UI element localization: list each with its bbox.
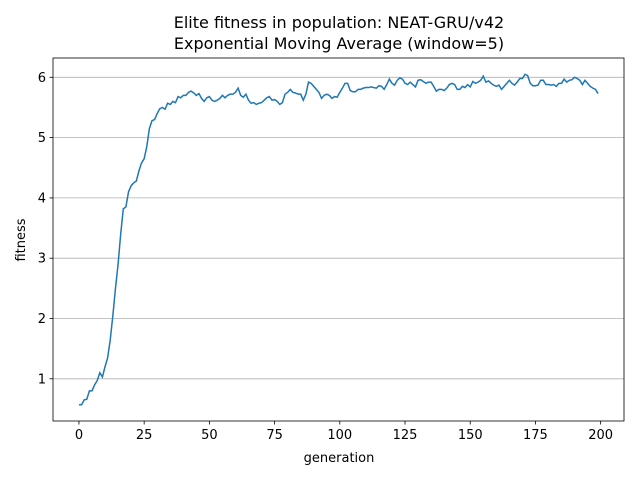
line xyxy=(78,73,599,406)
x-axis-label: generation xyxy=(304,451,375,466)
y-tick-label: 3 xyxy=(38,252,46,267)
axes-frame xyxy=(52,57,625,422)
x-tick-label: 75 xyxy=(266,428,283,443)
chart-subtitle: Exponential Moving Average (window=5) xyxy=(174,34,504,53)
chart-title: Elite fitness in population: NEAT-GRU/v4… xyxy=(174,13,504,32)
x-tick-label: 100 xyxy=(327,428,352,443)
y-tick-label: 2 xyxy=(38,312,46,327)
y-axis-label: fitness xyxy=(14,218,29,261)
x-tick-label: 150 xyxy=(458,428,483,443)
x-tick-label: 200 xyxy=(588,428,613,443)
x-tick-label: 175 xyxy=(523,428,548,443)
x-tick-label: 50 xyxy=(201,428,218,443)
y-tick-label: 6 xyxy=(38,71,46,86)
y-tick-label: 1 xyxy=(38,372,46,387)
y-tick-label: 4 xyxy=(38,191,46,206)
y-tick-label: 5 xyxy=(38,131,46,146)
x-tick-label: 25 xyxy=(136,428,153,443)
x-tick-label: 125 xyxy=(393,428,418,443)
x-tick-label: 0 xyxy=(75,428,83,443)
